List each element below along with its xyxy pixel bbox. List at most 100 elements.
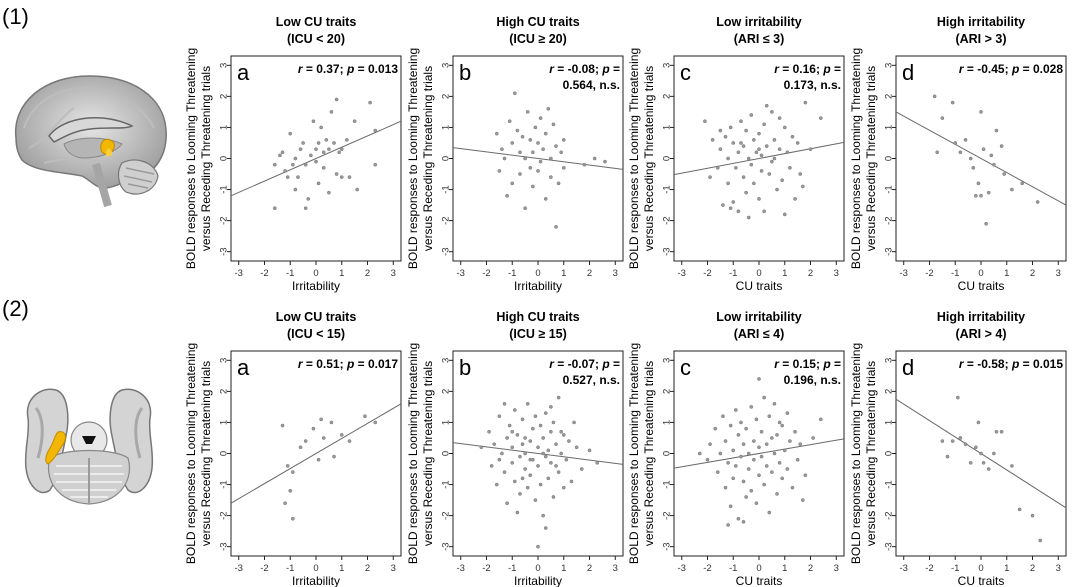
stat-annotation: 0.173, n.s. [784, 78, 841, 92]
y-axis-label-line2: versus Receding Threatening trials [864, 361, 878, 546]
y-tick-label: 3 [219, 63, 230, 68]
data-point [574, 445, 579, 450]
data-point [746, 156, 751, 161]
data-point [572, 420, 576, 425]
data-point [800, 184, 805, 189]
data-point [515, 510, 520, 515]
x-tick-label: 2 [587, 268, 592, 279]
y-axis-label-line1: BOLD responses to Looming Threatening [406, 343, 420, 564]
data-point [759, 429, 764, 434]
data-point [757, 377, 761, 381]
x-tick-label: 0 [756, 563, 761, 574]
axial-brain-image [24, 388, 154, 505]
y-tick-label: -1 [884, 185, 895, 193]
y-tick-label: 2 [662, 94, 673, 99]
data-point [533, 498, 538, 502]
data-point [523, 436, 527, 440]
data-point [733, 165, 738, 170]
data-point [950, 439, 955, 443]
data-point [726, 181, 730, 186]
data-point [968, 460, 973, 465]
data-point [352, 119, 357, 124]
data-point [518, 492, 522, 496]
stat-annotation: 0.527, n.s. [563, 373, 620, 387]
x-tick-label: 1 [561, 268, 566, 279]
y-tick-label: -2 [662, 511, 673, 519]
panel-subtitle: (ICU < 15) [287, 327, 345, 341]
y-tick-label: -1 [441, 480, 452, 488]
y-tick-label: 3 [884, 358, 895, 363]
stat-annotation: r = 0.16; p = [774, 62, 841, 76]
data-point [989, 153, 994, 158]
data-point [754, 501, 759, 506]
data-point [762, 209, 767, 214]
data-point [770, 110, 774, 114]
data-point [775, 433, 779, 437]
panel-title: High irritability [937, 310, 1025, 324]
data-point [772, 156, 777, 161]
data-point [757, 473, 761, 478]
data-point [373, 420, 378, 425]
panel-1b: High CU traits (ICU ≥ 20) -3 -2 -1 0 1 2 3 -3 -2 -1… [406, 15, 624, 293]
x-tick-label: -3 [678, 268, 686, 279]
y-tick-label: -2 [441, 511, 452, 519]
y-tick-label: -1 [219, 480, 230, 488]
x-tick-label: -1 [951, 268, 959, 279]
data-point [541, 147, 546, 152]
x-tick-label: 2 [365, 563, 370, 574]
data-point [744, 128, 748, 133]
y-axis-label-line2: versus Receding Threatening trials [199, 66, 213, 251]
x-tick-label: -3 [235, 563, 243, 574]
x-tick-label: 0 [756, 268, 761, 279]
panel-letter: a [237, 355, 250, 380]
y-tick-label: -1 [219, 185, 230, 193]
data-point [741, 442, 746, 447]
regression-line [673, 438, 845, 469]
data-point [345, 138, 349, 142]
data-point [538, 423, 543, 428]
data-point [561, 138, 566, 142]
data-point [731, 476, 736, 481]
y-axis-label-line2: versus Receding Threatening trials [642, 361, 656, 546]
x-tick-label: 3 [834, 268, 839, 279]
panel-letter: d [902, 355, 914, 380]
data-point [549, 156, 553, 161]
data-point [950, 100, 955, 105]
data-point [311, 119, 316, 124]
data-point [728, 206, 733, 211]
panel-letter: b [459, 60, 471, 85]
data-point [733, 408, 738, 412]
data-point [726, 523, 730, 527]
y-tick-label: 2 [441, 94, 452, 99]
x-axis-label: CU traits [958, 279, 1005, 293]
data-point [1030, 513, 1035, 518]
data-point [536, 464, 540, 468]
data-point [718, 451, 723, 456]
y-axis-label-line2: versus Receding Threatening trials [864, 66, 878, 251]
data-point [777, 420, 782, 425]
data-point [940, 439, 945, 443]
data-point [715, 165, 720, 170]
data-point [1038, 538, 1043, 543]
data-point [298, 445, 303, 450]
data-point [505, 436, 509, 440]
y-tick-label: 0 [219, 156, 230, 161]
y-axis-label-line1: BOLD responses to Looming Threatening [627, 343, 641, 564]
data-point [595, 460, 600, 465]
data-point [543, 411, 548, 415]
data-point [790, 134, 795, 139]
data-point [518, 172, 522, 176]
x-tick-label: -1 [508, 563, 516, 574]
panel-subtitle: (ARI > 3) [955, 32, 1006, 46]
data-point [541, 513, 546, 518]
data-point [782, 448, 787, 453]
data-point [373, 162, 378, 167]
data-point [772, 138, 777, 142]
data-point [329, 110, 334, 114]
data-point [818, 417, 823, 422]
x-tick-label: -2 [703, 563, 711, 574]
data-point [541, 451, 546, 456]
data-point [777, 116, 782, 120]
data-point [303, 162, 308, 167]
y-tick-label: 0 [662, 451, 673, 456]
